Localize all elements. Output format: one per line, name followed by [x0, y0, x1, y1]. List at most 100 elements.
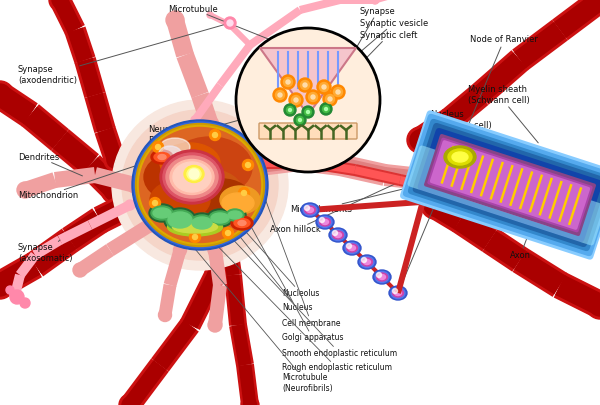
- Circle shape: [296, 117, 304, 124]
- Text: Synaptic cleft: Synaptic cleft: [347, 30, 418, 78]
- Ellipse shape: [305, 206, 316, 214]
- Ellipse shape: [375, 271, 389, 283]
- Polygon shape: [76, 244, 114, 276]
- Circle shape: [209, 130, 221, 141]
- Ellipse shape: [224, 207, 246, 223]
- Circle shape: [252, 157, 268, 173]
- Polygon shape: [224, 274, 247, 326]
- Ellipse shape: [343, 241, 361, 255]
- Text: Rough endoplastic reticulum: Rough endoplastic reticulum: [197, 225, 392, 373]
- Polygon shape: [151, 318, 199, 372]
- Circle shape: [377, 273, 382, 277]
- Circle shape: [287, 107, 293, 113]
- Polygon shape: [554, 273, 600, 318]
- Polygon shape: [183, 271, 222, 328]
- Text: Synapse: Synapse: [356, 6, 396, 48]
- Ellipse shape: [234, 219, 250, 228]
- Polygon shape: [337, 234, 353, 249]
- Ellipse shape: [222, 193, 254, 213]
- Polygon shape: [310, 159, 356, 174]
- Ellipse shape: [188, 213, 216, 233]
- Polygon shape: [340, 0, 375, 4]
- Polygon shape: [180, 270, 225, 330]
- Ellipse shape: [307, 207, 314, 213]
- Text: Dendrites: Dendrites: [18, 153, 82, 176]
- FancyBboxPatch shape: [427, 138, 593, 232]
- Polygon shape: [443, 87, 487, 128]
- Polygon shape: [53, 0, 82, 34]
- Circle shape: [193, 234, 197, 239]
- Polygon shape: [29, 231, 76, 274]
- Ellipse shape: [220, 186, 260, 214]
- Polygon shape: [77, 58, 103, 97]
- Polygon shape: [221, 239, 239, 276]
- Polygon shape: [259, 152, 301, 173]
- Polygon shape: [23, 107, 67, 149]
- Polygon shape: [74, 57, 106, 98]
- Polygon shape: [232, 324, 251, 366]
- Polygon shape: [260, 48, 356, 115]
- Circle shape: [73, 263, 87, 277]
- Text: Node of Ranvier: Node of Ranvier: [399, 36, 538, 290]
- Circle shape: [311, 95, 315, 99]
- Polygon shape: [445, 186, 491, 201]
- Circle shape: [241, 190, 247, 196]
- Circle shape: [227, 20, 233, 26]
- Polygon shape: [265, 157, 310, 169]
- Ellipse shape: [345, 243, 359, 254]
- Polygon shape: [309, 209, 326, 224]
- Ellipse shape: [163, 153, 221, 201]
- Circle shape: [302, 106, 314, 118]
- Polygon shape: [16, 252, 39, 278]
- Polygon shape: [154, 320, 196, 370]
- Circle shape: [334, 87, 343, 96]
- Ellipse shape: [349, 245, 355, 251]
- Ellipse shape: [207, 209, 233, 227]
- Polygon shape: [0, 86, 36, 124]
- Circle shape: [286, 80, 290, 84]
- FancyBboxPatch shape: [260, 120, 356, 130]
- FancyBboxPatch shape: [259, 123, 357, 139]
- Circle shape: [107, 152, 123, 168]
- FancyBboxPatch shape: [418, 128, 600, 242]
- Circle shape: [323, 105, 329, 113]
- Circle shape: [101, 176, 129, 204]
- Polygon shape: [50, 0, 85, 35]
- Polygon shape: [121, 358, 169, 405]
- Polygon shape: [53, 132, 97, 173]
- Ellipse shape: [150, 180, 210, 220]
- Polygon shape: [428, 169, 472, 196]
- Polygon shape: [430, 196, 466, 229]
- Circle shape: [217, 232, 233, 248]
- Text: Mitochondrion: Mitochondrion: [18, 158, 160, 200]
- Circle shape: [289, 93, 303, 107]
- Circle shape: [328, 97, 332, 101]
- Circle shape: [208, 318, 222, 332]
- Circle shape: [125, 200, 135, 210]
- Text: Axon: Axon: [510, 232, 531, 260]
- Ellipse shape: [322, 220, 329, 224]
- Text: Axon hillock: Axon hillock: [270, 178, 407, 234]
- Circle shape: [224, 17, 236, 29]
- Polygon shape: [353, 164, 401, 186]
- Polygon shape: [95, 126, 125, 164]
- Polygon shape: [27, 228, 78, 276]
- Circle shape: [371, 0, 379, 4]
- Polygon shape: [365, 260, 383, 278]
- Ellipse shape: [377, 273, 388, 281]
- Polygon shape: [473, 53, 527, 102]
- Ellipse shape: [153, 208, 171, 218]
- Ellipse shape: [373, 270, 391, 284]
- Polygon shape: [444, 184, 491, 203]
- Circle shape: [392, 288, 398, 294]
- Circle shape: [122, 397, 138, 405]
- Circle shape: [191, 116, 199, 124]
- Text: Synapse
(axosomatic): Synapse (axosomatic): [18, 240, 73, 263]
- Circle shape: [320, 83, 329, 92]
- Circle shape: [223, 228, 233, 239]
- Polygon shape: [442, 85, 488, 130]
- Text: Microfilaments: Microfilaments: [290, 181, 437, 213]
- Circle shape: [371, 0, 379, 4]
- Ellipse shape: [392, 289, 404, 297]
- Circle shape: [166, 11, 184, 29]
